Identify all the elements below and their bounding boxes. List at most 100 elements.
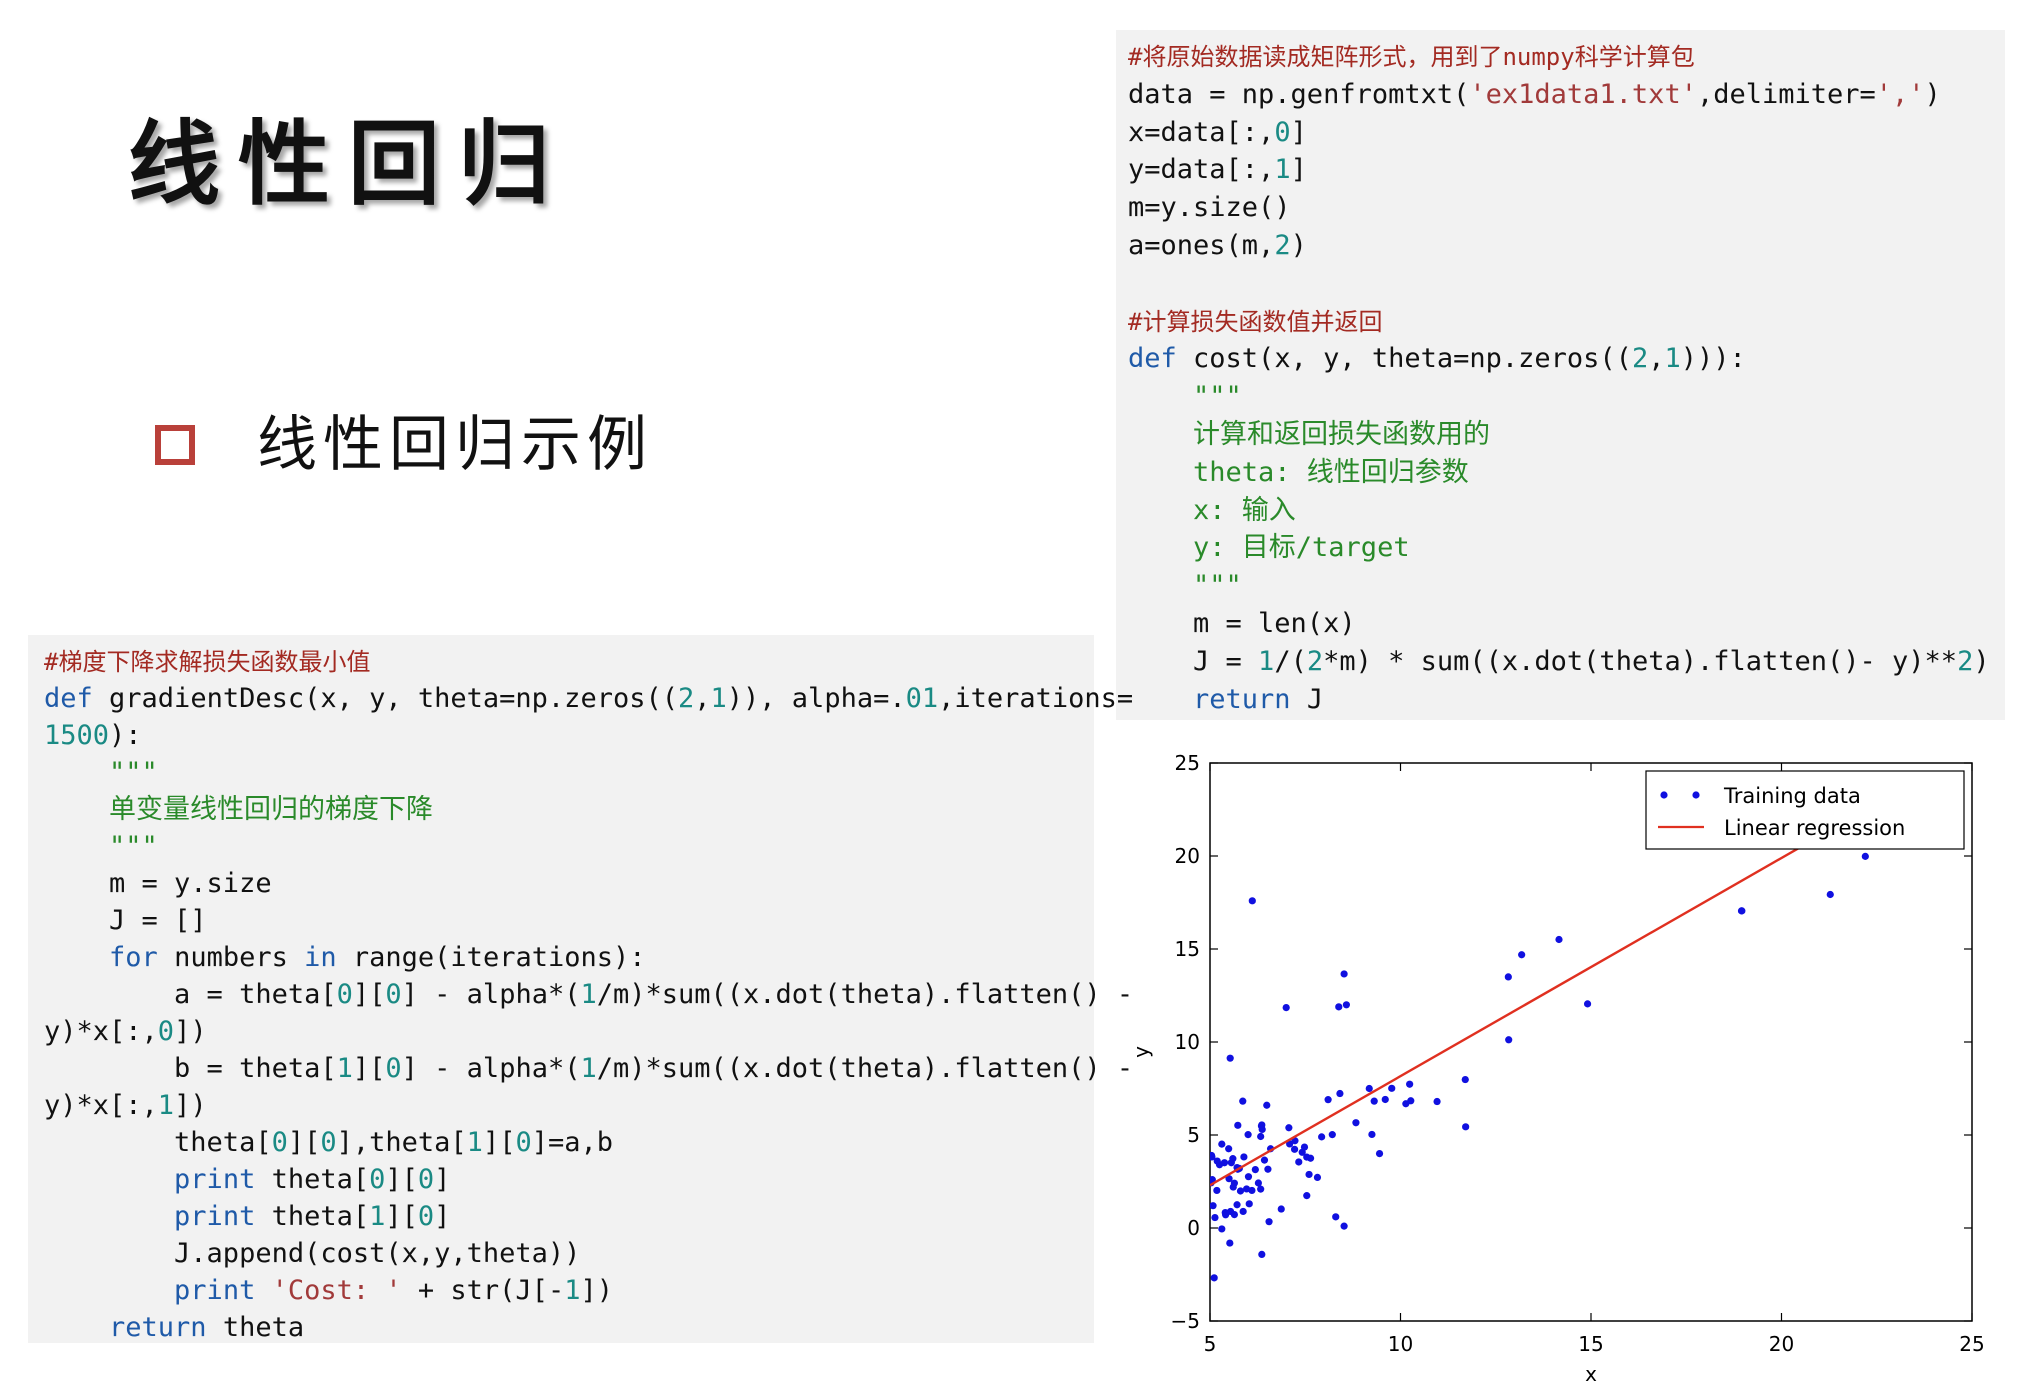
training-data-point: [1861, 852, 1869, 860]
x-tick-label: 20: [1769, 1332, 1794, 1356]
training-data-point: [1282, 1003, 1290, 1012]
training-data-point: [1277, 1205, 1285, 1213]
plot-frame: [1209, 762, 1973, 1322]
training-data-point: [1332, 1213, 1340, 1221]
code-line: #将原始数据读成矩阵形式，用到了numpy科学计算包: [1128, 43, 1695, 71]
x-tick-label: 5: [1204, 1332, 1217, 1356]
x-tick-label: 25: [1959, 1332, 1984, 1356]
training-data-point: [1251, 1165, 1259, 1174]
training-data-point: [1335, 1003, 1343, 1011]
training-data-point: [1218, 1140, 1226, 1148]
code-line: x: 输入: [1128, 494, 1296, 526]
training-data-point: [1313, 1173, 1322, 1182]
training-data-point: [1225, 1175, 1233, 1183]
code-line: a = theta[0][0] - alpha*(1/m)*sum((x.dot…: [44, 979, 1134, 1010]
training-data-point: [1303, 1192, 1311, 1200]
code-line: return J: [1193, 683, 1324, 715]
training-data-point: [1407, 1097, 1415, 1105]
code-line: J.append(cost(x,y,theta)): [44, 1238, 581, 1269]
code-line: print theta[1][0]: [174, 1201, 451, 1232]
scatter-plot: 5 10 15 20 25 −5 0 5 10 15 20 25 x y Training data Line…: [1129, 751, 1985, 1386]
training-data-point: [1258, 1250, 1266, 1259]
training-data-point: [1260, 1156, 1269, 1164]
training-data-point: [1225, 1145, 1233, 1153]
x-axis-label: x: [1585, 1362, 1597, 1386]
training-data-point: [1340, 970, 1348, 978]
training-data-point: [1239, 1097, 1247, 1105]
training-data-point: [1244, 1173, 1253, 1181]
code-line: """: [44, 831, 158, 862]
training-data-point: [1738, 907, 1746, 915]
training-data-point: [1505, 1036, 1513, 1044]
code-line: def gradientDesc(x, y, theta=np.zeros((2…: [44, 683, 1134, 714]
code-line: a=ones(m,2): [1128, 229, 1307, 261]
training-data-point: [1258, 1121, 1266, 1129]
training-data-point: [1406, 1080, 1414, 1088]
training-data-point: [1244, 1131, 1252, 1139]
training-data-point: [1365, 1084, 1373, 1093]
regression-line: [1210, 830, 1828, 1187]
training-data-point: [1298, 1148, 1306, 1156]
slide-title: 线性回归: [128, 110, 569, 218]
bullet-item: 线性回归示例: [155, 415, 653, 475]
code-line: #计算损失函数值并返回: [1128, 307, 1383, 336]
training-data-point: [1213, 1157, 1221, 1165]
y-tick-label: 5: [1187, 1123, 1200, 1147]
training-data-point: [1370, 1097, 1378, 1105]
training-data-point: [1230, 1179, 1238, 1187]
code-line: x=data[:,0]: [1128, 116, 1307, 148]
code-line: #梯度下降求解损失函数最小值: [44, 648, 371, 676]
training-data-point: [1328, 1131, 1336, 1139]
training-data-point: [1239, 1207, 1247, 1216]
legend-point-marker: [1660, 791, 1668, 799]
y-tick-label: 0: [1187, 1216, 1200, 1240]
training-data-point: [1295, 1158, 1303, 1166]
training-data-point: [1336, 1089, 1344, 1098]
training-data-point: [1264, 1165, 1272, 1173]
training-data-point: [1248, 1186, 1256, 1195]
code-line: """: [44, 757, 158, 788]
training-data-point: [1245, 1200, 1253, 1208]
legend-label: Linear regression: [1724, 816, 1905, 840]
code-line: """: [1128, 381, 1242, 413]
code-block-cost: #将原始数据读成矩阵形式，用到了numpy科学计算包 data = np.genf…: [1116, 30, 2005, 720]
legend-label: Training data: [1723, 784, 1861, 808]
y-tick-label: 10: [1175, 1030, 1200, 1054]
training-data-point: [1257, 1185, 1265, 1193]
training-data-point: [1211, 1213, 1219, 1222]
training-data-point: [1318, 1133, 1326, 1141]
code-line: 1500):: [44, 720, 142, 751]
code-line: b = theta[1][0] - alpha*(1/m)*sum((x.dot…: [44, 1053, 1134, 1084]
training-data-point: [1290, 1145, 1299, 1153]
training-data-point: [1504, 973, 1512, 981]
code-line: J = []: [44, 905, 207, 936]
training-data-point: [1226, 1054, 1234, 1062]
training-data-point: [1210, 1202, 1217, 1210]
code-line: 单变量线性回归的梯度下降: [44, 794, 434, 825]
y-axis-label: y: [1129, 1046, 1153, 1058]
training-data-point: [1324, 1096, 1332, 1104]
training-data-point: [1306, 1154, 1315, 1162]
training-data-point: [1257, 1132, 1265, 1141]
training-data-point: [1221, 1208, 1229, 1217]
training-data-point: [1518, 951, 1526, 959]
training-data-point: [1375, 1150, 1384, 1158]
code-line: y=data[:,1]: [1128, 154, 1307, 186]
training-data-point: [1388, 1084, 1396, 1092]
training-data-point: [1286, 1140, 1294, 1148]
training-data-point: [1583, 1000, 1592, 1008]
code-line: [1128, 265, 2005, 303]
y-tick-label: 20: [1175, 844, 1200, 868]
training-data-point: [1240, 1153, 1248, 1161]
training-data-point: [1555, 935, 1563, 944]
training-data-point: [1433, 1097, 1441, 1106]
training-data-point: [1285, 1124, 1293, 1132]
training-data-point: [1213, 1186, 1221, 1195]
code-line: """: [1128, 570, 1242, 602]
code-line: m=y.size(): [1128, 192, 1291, 224]
training-data-point: [1254, 1179, 1262, 1187]
training-data-point: [1236, 1187, 1245, 1195]
training-data-point: [1210, 1274, 1218, 1282]
training-data-point: [1226, 1239, 1234, 1247]
training-data-point: [1218, 1225, 1226, 1233]
